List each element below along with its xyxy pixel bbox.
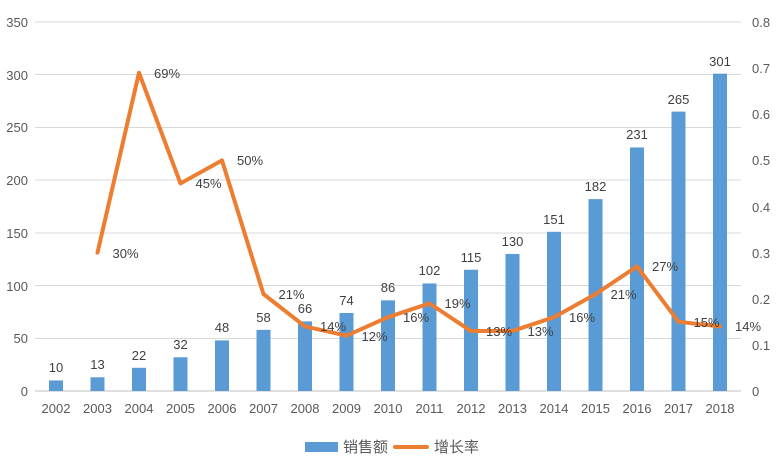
growth-label-2018: 14%: [735, 319, 762, 335]
growth-label-2003: 30%: [112, 245, 139, 261]
bar-2008: [298, 321, 312, 391]
right-axis-tick-0.4: 0.4: [752, 199, 771, 215]
bar-value-2015: 182: [584, 179, 607, 195]
x-axis-label-2003: 2003: [83, 401, 112, 416]
left-axis-tick-50: 50: [13, 331, 28, 347]
right-axis-tick-0.7: 0.7: [752, 61, 771, 77]
x-axis-label-2018: 2018: [705, 401, 735, 416]
x-axis-label-2007: 2007: [249, 401, 278, 416]
growth-label-2012: 13%: [486, 324, 513, 340]
x-axis-label-2011: 2011: [415, 401, 444, 416]
growth-label-2014: 16%: [569, 310, 596, 326]
left-axis-tick-250: 250: [6, 120, 28, 136]
right-axis-tick-0.1: 0.1: [752, 337, 771, 353]
x-axis-label-2010: 2010: [373, 401, 403, 416]
x-axis-label-2006: 2006: [207, 401, 237, 416]
legend-label-growth: 增长率: [434, 439, 480, 456]
right-axis-tick-0.3: 0.3: [752, 245, 771, 261]
left-axis-tick-0: 0: [20, 384, 28, 399]
x-axis-label-2008: 2008: [290, 401, 320, 416]
left-axis-tick-100: 100: [6, 278, 28, 294]
right-axis-tick-0.6: 0.6: [752, 107, 771, 123]
bar-value-2003: 13: [90, 357, 105, 373]
bar-2004: [132, 367, 146, 391]
bar-value-2004: 22: [131, 347, 147, 363]
bar-2006: [215, 340, 229, 391]
x-axis-label-2005: 2005: [166, 401, 195, 416]
x-axis-label-2015: 2015: [581, 401, 610, 416]
bar-2018: [713, 73, 727, 391]
x-axis-label-2009: 2009: [332, 401, 361, 416]
x-axis-label-2013: 2013: [498, 401, 527, 416]
bar-value-2009: 74: [339, 292, 354, 308]
bar-value-2013: 130: [501, 233, 524, 249]
growth-label-2007: 21%: [278, 287, 305, 303]
bar-2014: [547, 231, 561, 391]
left-axis-tick-200: 200: [6, 173, 28, 189]
bar-value-2005: 32: [173, 337, 188, 353]
bar-value-2011: 102: [418, 263, 441, 279]
left-axis-tick-350: 350: [6, 15, 28, 30]
legend-label-sales: 销售额: [342, 439, 388, 456]
right-axis-tick-0.5: 0.5: [752, 153, 771, 169]
growth-label-2013: 13%: [527, 324, 554, 340]
left-axis-tick-300: 300: [6, 67, 28, 83]
legend-item-sales: 销售额: [304, 436, 388, 457]
growth-label-2009: 12%: [361, 328, 388, 344]
bar-2013: [505, 253, 520, 391]
bar-value-2018: 301: [709, 53, 731, 69]
legend: 销售额 增长率: [304, 436, 479, 457]
bar-value-2008: 66: [297, 301, 313, 317]
x-axis-label-2014: 2014: [539, 401, 569, 416]
bar-2017: [671, 111, 686, 391]
x-axis-label-2017: 2017: [664, 401, 693, 416]
growth-label-2004: 69%: [154, 65, 181, 81]
bar-value-2007: 58: [256, 309, 271, 325]
bar-2005: [173, 357, 188, 391]
growth-label-2010: 16%: [403, 310, 430, 326]
x-axis-label-2012: 2012: [456, 401, 486, 416]
x-axis-label-2004: 2004: [124, 401, 154, 416]
bar-2007: [256, 329, 271, 391]
bar-value-2006: 48: [214, 320, 230, 336]
bar-value-2010: 86: [380, 280, 396, 296]
growth-label-2006: 50%: [237, 153, 264, 169]
growth-label-2017: 15%: [693, 314, 720, 330]
bar-value-2002: 10: [48, 360, 64, 376]
x-axis-label-2016: 2016: [622, 401, 652, 416]
bar-value-2014: 151: [543, 211, 565, 227]
growth-line-swatch-icon: [393, 444, 429, 449]
bar-2010: [381, 300, 395, 391]
bar-value-2016: 231: [626, 127, 648, 143]
growth-rate-line: [95, 70, 722, 338]
legend-item-growth: 增长率: [393, 436, 479, 457]
growth-label-2005: 45%: [195, 176, 222, 192]
left-axis-tick-150: 150: [6, 225, 28, 241]
right-axis-tick-0: 0: [752, 384, 760, 399]
growth-label-2008: 14%: [320, 319, 347, 335]
growth-label-2011: 19%: [444, 296, 471, 312]
bar-value-2017: 265: [667, 91, 690, 107]
bar-2003: [90, 377, 105, 391]
right-axis-tick-0.8: 0.8: [752, 15, 771, 30]
growth-label-2016: 27%: [652, 259, 679, 275]
x-axis-label-2002: 2002: [41, 401, 71, 416]
bar-2011: [422, 283, 437, 391]
bar-2002: [49, 380, 63, 391]
sales-bar-swatch-icon: [304, 441, 338, 452]
growth-label-2015: 21%: [610, 287, 637, 303]
right-axis-tick-0.2: 0.2: [752, 291, 771, 307]
bar-value-2012: 115: [460, 249, 482, 265]
